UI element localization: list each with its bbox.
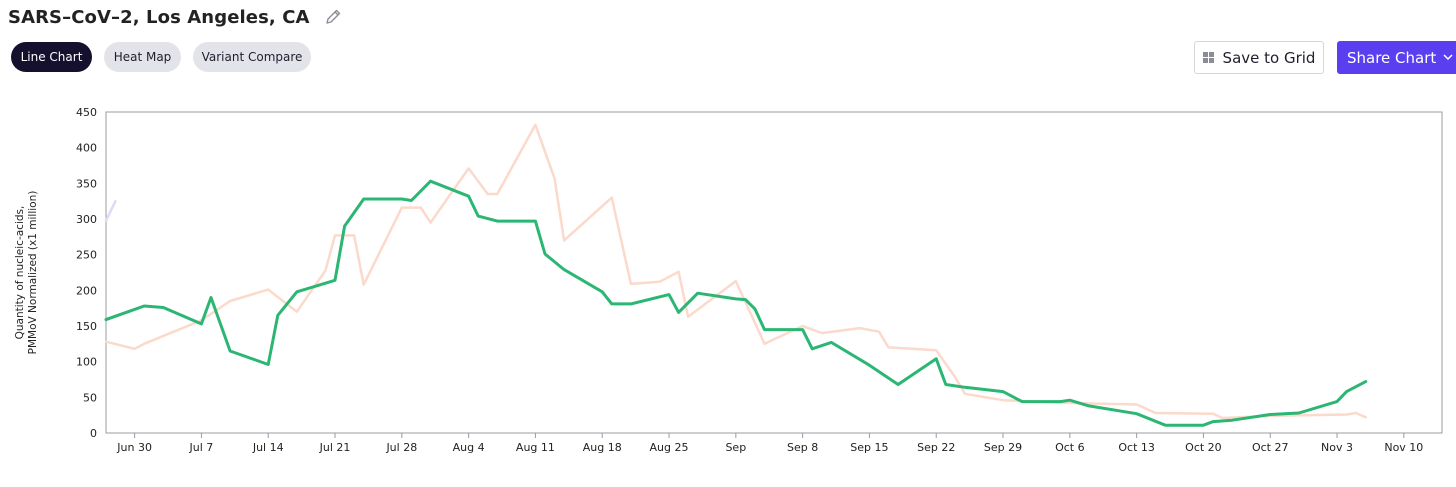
x-tick-label: Jul 28 xyxy=(385,441,417,454)
x-tick-label: Jul 14 xyxy=(252,441,284,454)
series-line-primary xyxy=(104,179,1368,427)
x-tick-label: Sep xyxy=(725,441,746,454)
y-axis-label: Quantity of nucleic-acids, PMMoV Normaliz… xyxy=(14,191,39,355)
x-tick-label: Nov 3 xyxy=(1321,441,1353,454)
y-tick-label: 200 xyxy=(76,284,97,297)
x-tick-label: Sep 29 xyxy=(984,441,1022,454)
pencil-icon[interactable] xyxy=(324,8,342,26)
grid-icon xyxy=(1202,52,1214,63)
x-tick-label: Aug 11 xyxy=(516,441,555,454)
share-chart-button[interactable]: Share Chart xyxy=(1337,41,1456,74)
y-tick-label: 250 xyxy=(76,249,97,262)
tab-line-chart[interactable]: Line Chart xyxy=(11,42,92,72)
title-row: SARS–CoV–2, Los Angeles, CA xyxy=(8,4,342,30)
x-tick-label: Jun 30 xyxy=(116,441,152,454)
x-tick-label: Aug 4 xyxy=(453,441,485,454)
x-tick-label: Aug 25 xyxy=(650,441,689,454)
x-tick-label: Nov 10 xyxy=(1384,441,1423,454)
y-tick-label: 450 xyxy=(76,106,97,119)
save-to-grid-label: Save to Grid xyxy=(1222,48,1316,67)
y-tick-label: 150 xyxy=(76,320,97,333)
y-axis-title-line: PMMoV Normalized (x1 million) xyxy=(27,191,39,355)
tab-variant-compare[interactable]: Variant Compare xyxy=(193,42,311,72)
tab-heat-map[interactable]: Heat Map xyxy=(104,42,181,72)
series-group xyxy=(104,123,1368,427)
x-tick-label: Sep 22 xyxy=(917,441,955,454)
series-line-fragment xyxy=(104,199,117,222)
x-tick-label: Sep 15 xyxy=(850,441,888,454)
y-axis-ticks: 0 50 100 150 200 250 300 350 400 450 xyxy=(76,106,97,440)
y-axis-title-line: Quantity of nucleic-acids, xyxy=(14,206,26,340)
x-tick-label: Sep 8 xyxy=(787,441,818,454)
page-title: SARS–CoV–2, Los Angeles, CA xyxy=(8,6,310,28)
plot-frame xyxy=(105,111,1443,434)
y-tick-label: 400 xyxy=(76,142,97,155)
y-tick-label: 100 xyxy=(76,356,97,369)
y-tick-label: 300 xyxy=(76,213,97,226)
y-tick-label: 50 xyxy=(83,391,97,404)
save-to-grid-button[interactable]: Save to Grid xyxy=(1194,41,1324,74)
share-chart-label: Share Chart xyxy=(1347,48,1437,67)
x-tick-label: Oct 6 xyxy=(1055,441,1085,454)
x-tick-label: Oct 27 xyxy=(1252,441,1289,454)
y-tick-label: 0 xyxy=(90,427,97,440)
x-tick-label: Jul 7 xyxy=(189,441,214,454)
x-tick-label: Jul 21 xyxy=(319,441,351,454)
y-tick-label: 350 xyxy=(76,177,97,190)
x-tick-label: Oct 13 xyxy=(1118,441,1155,454)
series-line-secondary xyxy=(104,123,1367,420)
x-tick-label: Aug 18 xyxy=(583,441,622,454)
chevron-down-icon xyxy=(1443,54,1453,61)
x-tick-label: Oct 20 xyxy=(1185,441,1222,454)
x-axis-ticks: Jun 30 Jul 7 Jul 14 Jul 21 Jul 28 Aug 4 Aug 11… xyxy=(116,433,1423,454)
